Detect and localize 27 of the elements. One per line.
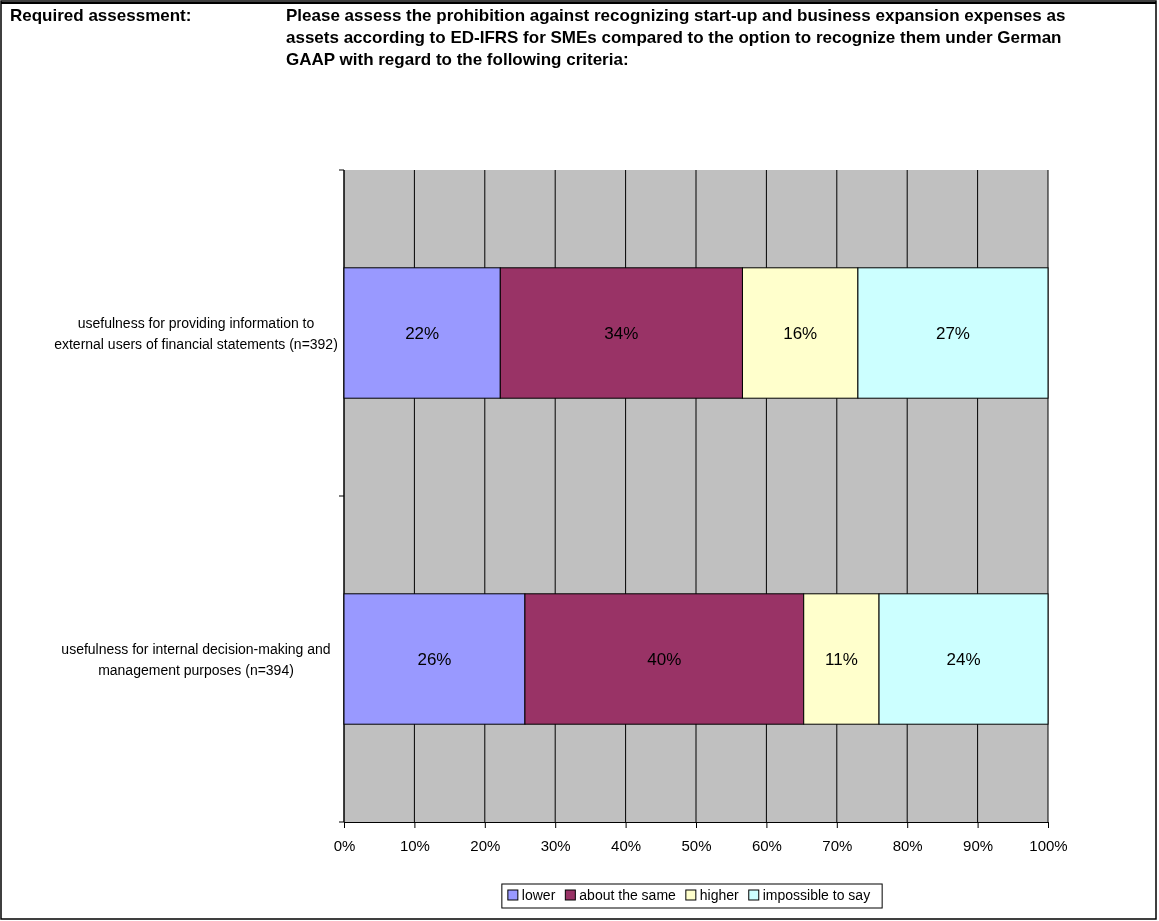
legend-label: about the same [579, 887, 677, 903]
x-tick-label: 40% [611, 836, 642, 854]
data-label: 27% [935, 324, 970, 343]
data-label: 40% [647, 650, 682, 669]
data-label: 11% [824, 650, 858, 669]
legend-label: impossible to say [762, 887, 871, 903]
legend-label: higher [699, 887, 740, 903]
x-tick-label: 0% [333, 836, 356, 854]
legend-label: lower [521, 887, 556, 903]
data-label: 34% [604, 324, 639, 343]
x-tick-label: 60% [751, 836, 782, 854]
x-tick-label: 10% [399, 836, 430, 854]
y-tick-label: usefulness for providing information to external users of financial statements (n=392) [54, 314, 338, 352]
x-tick-label: 80% [892, 836, 923, 854]
data-label: 26% [417, 650, 452, 669]
chart-title: Please assess the prohibition against recognizing start-up and business expansion expenses as assets according to ED-IFRS for SMEs compared to the option to recognize them under German GAAP with regard to the following criteria: [286, 6, 1066, 69]
text: Required assessment: [10, 6, 192, 25]
data-label: 24% [946, 650, 981, 669]
x-tick-label: 30% [540, 836, 571, 854]
y-tick-label: usefulness for internal decision-making and management purposes (n=394) [61, 640, 331, 678]
data-label: 16% [783, 324, 818, 343]
x-tick-label: 50% [681, 836, 712, 854]
x-tick-label: 90% [963, 836, 994, 854]
x-tick-label: 100% [1029, 836, 1068, 854]
x-tick-label: 20% [470, 836, 501, 854]
data-label: 22% [405, 324, 440, 343]
x-tick-label: 70% [822, 836, 853, 854]
